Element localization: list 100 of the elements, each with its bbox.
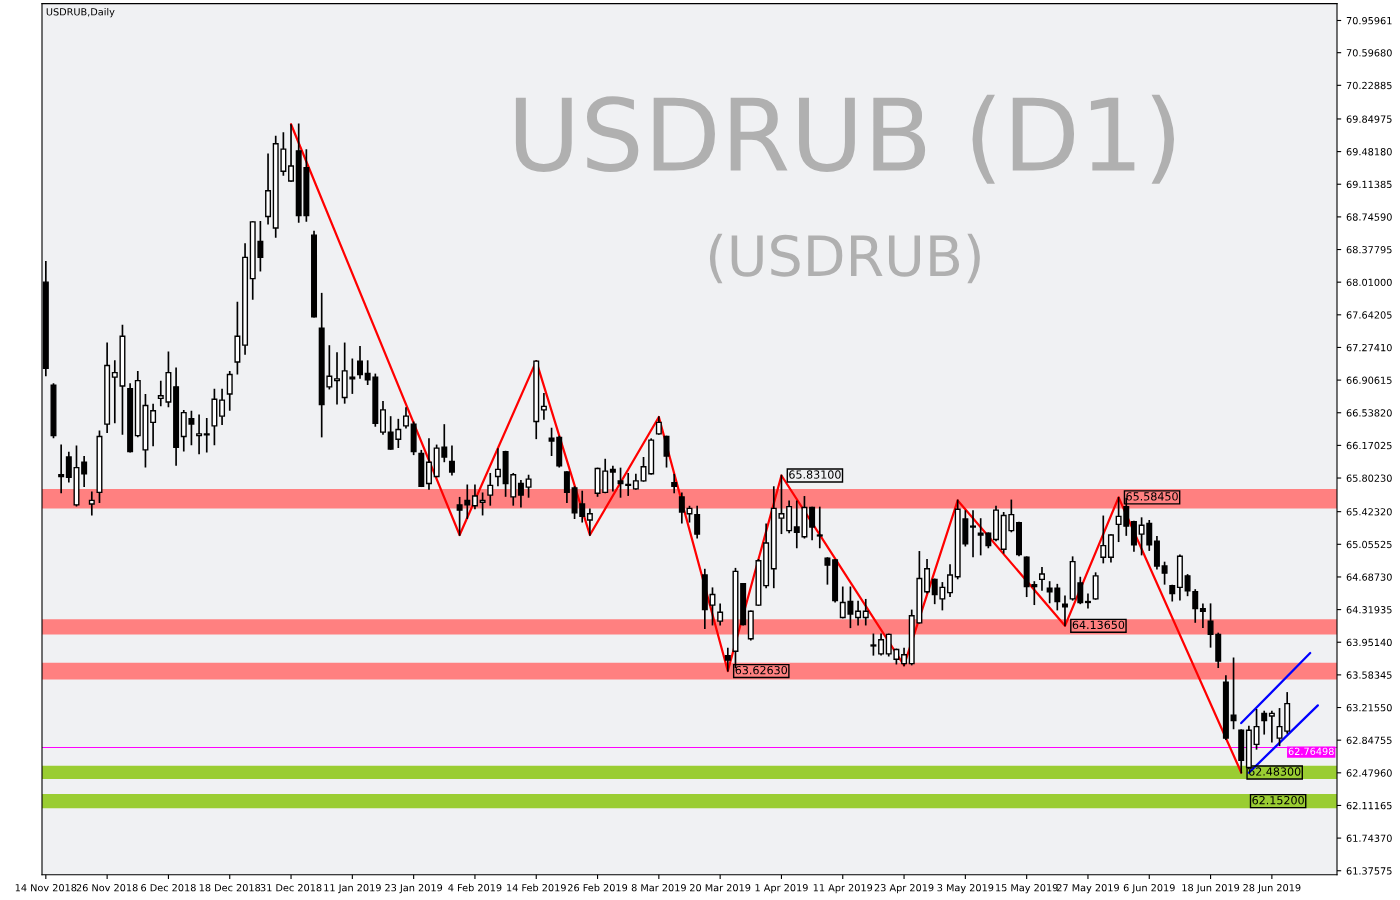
text: USDRUB (D1): [515, 94, 1174, 184]
candlestick: [58, 444, 65, 494]
x-tick-label: 6 Jun 2019: [1123, 884, 1175, 894]
candlestick: [288, 124, 295, 182]
y-tick-label: 68.37795: [1346, 246, 1392, 254]
y-tick-label: 69.48180: [1346, 148, 1392, 156]
y-tick-label: 65.05525: [1346, 540, 1392, 549]
y-tick-label: 63.21550: [1346, 704, 1392, 712]
candlestick: [448, 445, 455, 476]
x-tick-label: 15 May 2019: [996, 884, 1058, 894]
y-tick-label: 70.22885: [1346, 81, 1392, 90]
y-tick-label: 64.68730: [1346, 573, 1392, 581]
candlestick: [525, 474, 532, 498]
candlestick: [563, 471, 570, 504]
x-tick-label: 1 Apr 2019: [755, 884, 808, 894]
candlestick: [379, 401, 386, 435]
x-tick-label: 23 Apr 2019: [874, 884, 934, 894]
x-tick-label: 28 Jun 2019: [1243, 884, 1301, 894]
data-label: 65.83100: [789, 470, 841, 479]
data-label: 64.13650: [1072, 620, 1125, 630]
y-tick-label: 66.90615: [1346, 376, 1392, 384]
y-tick-label: 65.80230: [1346, 474, 1392, 482]
candlestick: [226, 370, 233, 411]
ref-line-label: 62.76498: [1288, 747, 1334, 756]
y-tick-label: 63.58345: [1346, 671, 1392, 679]
candlestick: [357, 346, 363, 379]
candlestick: [878, 633, 885, 656]
candlestick: [425, 438, 432, 490]
y-tick-label: 67.27410: [1346, 343, 1392, 352]
x-tick-label: 14 Nov 2018: [15, 884, 77, 892]
candlestick: [617, 467, 624, 498]
annotation: USDRUB,Daily: [46, 7, 115, 18]
y-tick-label: 70.59680: [1346, 49, 1392, 57]
candlestick: [81, 456, 88, 488]
candlestick: [203, 417, 210, 453]
candlestick: [671, 473, 678, 494]
candlestick: [1130, 520, 1137, 552]
candlestick: [1084, 593, 1091, 609]
candlestick: [947, 564, 954, 598]
y-tick-label: 65.42320: [1346, 508, 1392, 516]
candlestick: [334, 352, 341, 405]
y-tick-label: 61.37575: [1346, 867, 1392, 875]
data-label: 63.62630: [735, 665, 788, 675]
y-tick-label: 62.47960: [1346, 769, 1392, 777]
y-tick-label: 68.74590: [1346, 213, 1392, 221]
x-tick-label: 8 Mar 2019: [631, 884, 686, 892]
y-tick-label: 70.95961: [1346, 16, 1392, 25]
candlestick: [678, 492, 685, 524]
x-tick-label: 18 Dec 2018: [199, 884, 261, 892]
candlestick: [1199, 603, 1206, 629]
y-tick-label: 66.53820: [1346, 409, 1392, 417]
x-tick-label: 6 Dec 2018: [141, 884, 196, 892]
candlestick: [150, 403, 157, 447]
candlestick: [494, 448, 501, 487]
y-tick-label: 61.74370: [1346, 834, 1392, 842]
candlestick: [196, 414, 203, 455]
candlestick: [609, 465, 616, 492]
x-tick-label: 14 Feb 2019: [507, 883, 566, 892]
y-tick-label: 62.84755: [1346, 736, 1392, 744]
candlestick: [1268, 710, 1275, 743]
x-tick-label: 26 Feb 2019: [568, 883, 628, 892]
y-tick-label: 67.64205: [1346, 311, 1392, 319]
x-tick-label: 4 Feb 2019: [448, 883, 502, 892]
candlestick: [862, 598, 869, 626]
candlestick: [1161, 561, 1168, 585]
x-tick-label: 11 Apr 2019: [813, 884, 873, 894]
y-tick-label: 62.11165: [1346, 801, 1392, 810]
candlestick: [1253, 708, 1260, 750]
candlestick: [1038, 567, 1045, 591]
candlestick: [663, 435, 670, 468]
x-tick-label: 31 Dec 2018: [260, 884, 322, 892]
candlestick: [970, 510, 977, 558]
y-tick-label: 69.84975: [1346, 115, 1392, 123]
candlestick: [816, 506, 823, 549]
candlestick: [1061, 595, 1068, 627]
candlestick: [1261, 710, 1268, 735]
x-tick-label: 26 Nov 2018: [76, 884, 138, 892]
candlestick: [517, 480, 524, 508]
candlestick: [88, 491, 95, 516]
y-tick-label: 68.01000: [1346, 278, 1392, 286]
candlestick: [717, 603, 724, 626]
candlestick: [1100, 515, 1107, 564]
x-tick-label: 11 Jan 2019: [324, 884, 381, 894]
x-tick-label: 18 Jun 2019: [1182, 884, 1240, 894]
x-tick-label: 23 Jan 2019: [385, 884, 443, 894]
candlestick: [824, 557, 831, 585]
candlestick: [786, 500, 793, 534]
band-label: 62.15200: [1252, 795, 1304, 805]
x-tick-label: 20 Mar 2019: [690, 884, 751, 892]
y-tick-label: 66.17025: [1346, 441, 1392, 450]
candlestick: [586, 508, 593, 536]
candlestick: [625, 472, 632, 496]
x-tick-label: 3 May 2019: [937, 884, 994, 894]
candlestick: [219, 388, 226, 425]
candlestick: [924, 559, 931, 594]
candlestick: [1230, 657, 1237, 730]
candlestick: [479, 492, 486, 516]
candlestick: [694, 505, 701, 539]
candlestick: [540, 393, 547, 420]
x-tick-label: 27 May 2019: [1056, 884, 1119, 894]
